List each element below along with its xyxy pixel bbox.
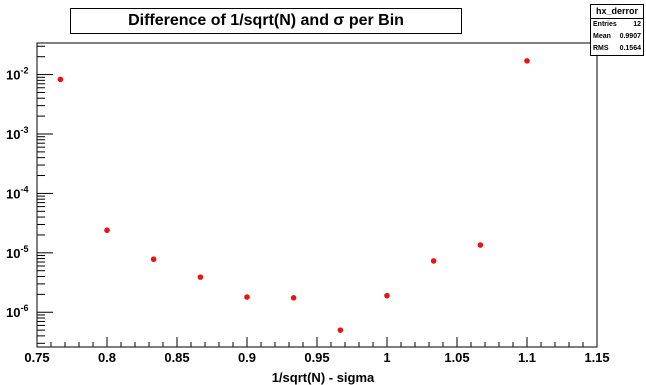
stats-histogram-name: hx_derror xyxy=(591,5,643,19)
y-tick-base: 10 xyxy=(6,68,20,83)
x-tick-label: 1.15 xyxy=(584,350,609,365)
stats-label: Entries xyxy=(593,21,617,28)
stats-box: hx_derror Entries 12 Mean 0.9907 RMS 0.1… xyxy=(590,4,644,56)
stats-row-rms: RMS 0.1564 xyxy=(591,43,643,55)
x-tick-label: 1.05 xyxy=(444,350,469,365)
data-markers xyxy=(57,58,530,333)
stats-value: 12 xyxy=(633,21,641,28)
data-point xyxy=(57,76,64,83)
data-point xyxy=(197,274,204,280)
y-tick-base: 10 xyxy=(6,127,20,142)
x-tick-label: 1 xyxy=(383,350,390,365)
chart-title: Difference of 1/sqrt(N) and σ per Bin xyxy=(70,8,462,34)
x-tick-label: 0.75 xyxy=(24,350,49,365)
y-tick-exponent: -3 xyxy=(20,125,28,135)
y-tick-label: 10-3 xyxy=(6,125,28,142)
y-tick-label: 10-6 xyxy=(6,303,28,320)
y-tick-base: 10 xyxy=(6,186,20,201)
data-point xyxy=(150,256,157,263)
data-point xyxy=(384,292,390,299)
data-point xyxy=(104,227,110,234)
data-point xyxy=(337,327,344,333)
y-tick-label: 10-5 xyxy=(6,244,28,261)
x-tick-label: 0.85 xyxy=(164,350,189,365)
y-tick-base: 10 xyxy=(6,305,20,320)
plot-frame xyxy=(36,42,598,348)
plot-axes: 0.75 0.8 0.85 0.9 0.95 1 1.05 1.1 1.1510-610-510… xyxy=(6,42,610,365)
stats-row-mean: Mean 0.9907 xyxy=(591,31,643,43)
stats-label: RMS xyxy=(593,45,609,52)
x-tick-label: 0.9 xyxy=(238,350,256,365)
stats-label: Mean xyxy=(593,33,611,40)
stats-value: 0.9907 xyxy=(619,33,641,40)
y-tick-label: 10-2 xyxy=(6,66,28,83)
data-point xyxy=(477,242,484,248)
y-tick-exponent: -4 xyxy=(20,184,28,194)
data-point xyxy=(290,295,297,301)
x-axis-label: 1/sqrt(N) - sigma xyxy=(271,370,375,385)
y-tick-exponent: -6 xyxy=(20,303,28,313)
stats-value: 0.1564 xyxy=(619,45,641,52)
y-tick-exponent: -5 xyxy=(20,244,28,254)
data-point xyxy=(524,58,530,64)
x-tick-label: 1.1 xyxy=(518,350,536,365)
data-point xyxy=(244,294,250,300)
y-tick-base: 10 xyxy=(6,246,20,261)
x-tick-label: 0.95 xyxy=(304,350,329,365)
data-point xyxy=(430,258,437,264)
y-tick-exponent: -2 xyxy=(20,66,28,76)
y-tick-label: 10-4 xyxy=(6,184,28,201)
x-tick-label: 0.8 xyxy=(98,350,116,365)
stats-row-entries: Entries 12 xyxy=(591,19,643,31)
